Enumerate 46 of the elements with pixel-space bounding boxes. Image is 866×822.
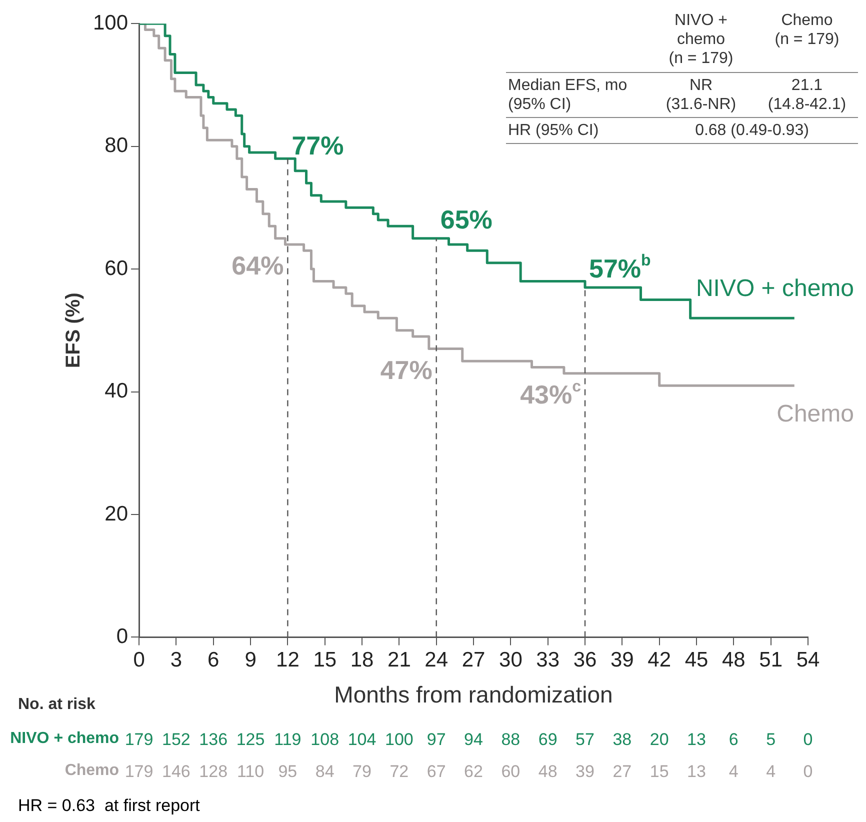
annotation: Median EFS, mo (95% CI) (506, 72, 646, 117)
x-tick-label: 21 (388, 648, 411, 672)
text: Chemo (64, 762, 120, 780)
x-tick-label: 51 (759, 648, 783, 672)
y-tick-label: 60 (104, 256, 128, 280)
series-label: Chemo (776, 400, 854, 428)
annotation: 64% (232, 250, 284, 280)
x-tick-label: 30 (499, 648, 522, 672)
x-tick-label: 9 (244, 648, 256, 672)
x-tick-label: 48 (722, 648, 746, 672)
text: 179 152 136 125 119 108 104 100 97 94 88 69 57 38 20 13 6 5 0 (124, 730, 813, 749)
annotation: 21.1 (14.8-42.1) (756, 72, 858, 117)
y-tick-label: 40 (104, 380, 128, 403)
x-tick-label: 24 (424, 648, 448, 672)
x-tick-label: 0 (133, 648, 145, 672)
annotation: NIVO + chemo (n = 179) (668, 11, 734, 70)
annotation: Chemo (n = 179) (774, 11, 840, 50)
annotation: 65% (440, 204, 492, 234)
x-tick-label: 18 (350, 648, 374, 672)
x-tick-label: 12 (276, 648, 300, 672)
x-tick-label: 33 (536, 648, 560, 672)
x-tick-label: 6 (208, 648, 220, 672)
y-tick-label: 80 (104, 134, 128, 158)
x-tick-label: 27 (462, 648, 486, 672)
x-tick-label: 3 (170, 648, 182, 672)
y-axis-title: EFS (%) (62, 292, 85, 368)
text: HR = 0.63 at first report (18, 796, 200, 816)
text: No. at risk (18, 696, 96, 714)
text: 179 146 128 110 95 84 79 72 67 62 60 48 39 27 15 13 4 4 0 (124, 762, 813, 781)
annotation: 0.68 (0.49-0.93) (646, 116, 858, 144)
annotation: NR (31.6-NR) (646, 72, 756, 117)
series-label: NIVO + chemo (696, 275, 854, 302)
annotation: 47% (380, 354, 432, 385)
x-tick-label: 15 (313, 648, 337, 672)
y-tick-label: 0 (116, 624, 128, 648)
annotation: HR (95% CI) (506, 116, 646, 144)
annotation: 77% (292, 130, 344, 161)
x-tick-label: 39 (610, 648, 634, 672)
text: NIVO + chemo (10, 730, 120, 748)
x-tick-label: 36 (573, 648, 597, 672)
x-tick-label: 45 (684, 648, 708, 672)
x-tick-label: 54 (796, 648, 820, 672)
x-axis-title: Months from randomization (334, 682, 613, 708)
y-tick-label: 100 (92, 11, 128, 34)
y-tick-label: 20 (104, 502, 128, 526)
x-tick-label: 42 (648, 648, 672, 672)
